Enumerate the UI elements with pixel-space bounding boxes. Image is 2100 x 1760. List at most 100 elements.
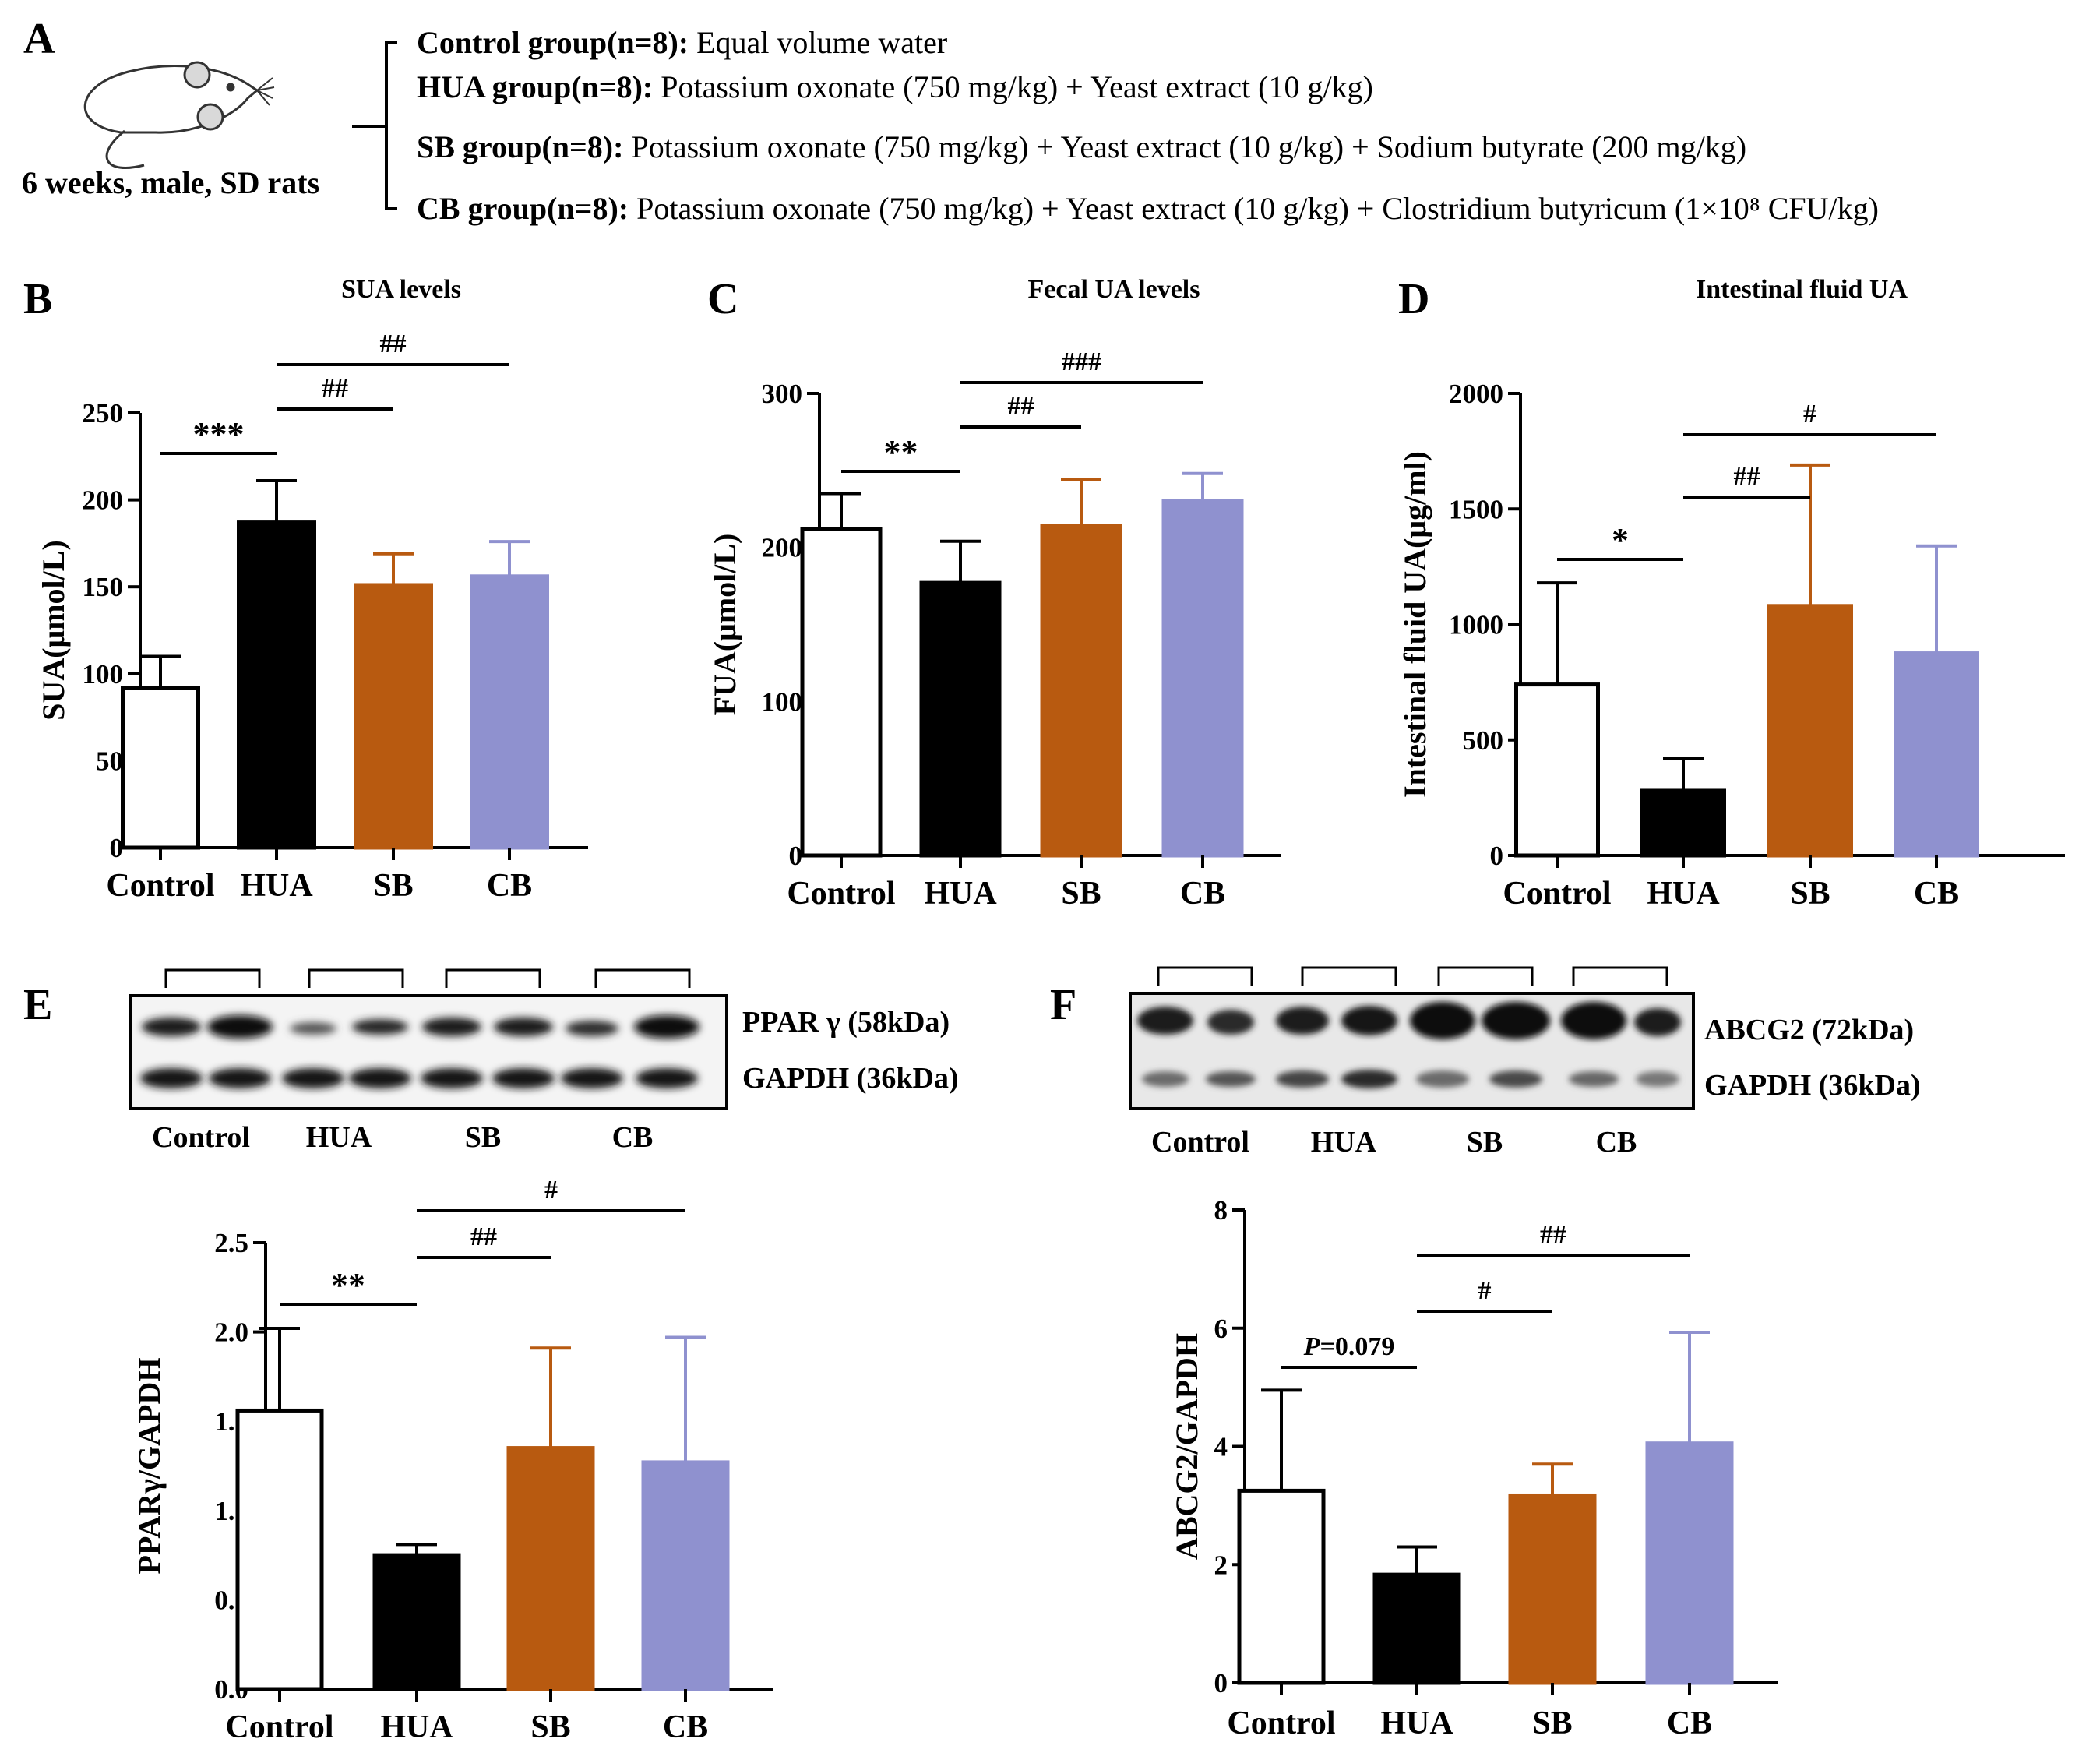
blot-lane-sb-e: SB <box>465 1121 501 1154</box>
design-group-3: CB group(n=8): Potassium oxonate (750 mg… <box>417 191 1879 226</box>
y-tick-label: 150 <box>83 572 124 602</box>
x-tick-label-cb: CB <box>1180 876 1225 912</box>
bar-hua <box>237 520 316 850</box>
y-tick-label: 4 <box>1214 1432 1228 1462</box>
design-group-1: HUA group(n=8): Potassium oxonate (750 m… <box>417 69 1373 104</box>
y-tick-label: 200 <box>762 533 803 563</box>
significance-label: ## <box>380 330 407 358</box>
significance-label: ## <box>1008 392 1034 421</box>
significance-label: ## <box>1540 1220 1566 1249</box>
significance-label: P=0.079 <box>1303 1332 1395 1361</box>
x-tick-label-hua: HUA <box>240 868 313 904</box>
bar-hua <box>1640 788 1726 858</box>
significance-label: ## <box>322 374 348 403</box>
y-tick-label: 100 <box>762 686 803 717</box>
chart-title: Fecal UA levels <box>1028 275 1200 304</box>
gapdh-bands-e <box>140 1068 698 1088</box>
ppar-bands <box>142 1015 699 1039</box>
panel-label-e: E <box>23 981 52 1029</box>
x-tick-label-hua: HUA <box>1380 1705 1453 1741</box>
x-tick-label-sb: SB <box>530 1709 570 1745</box>
design-group-name: Control group(n=8): <box>417 25 689 60</box>
y-tick-label: 0 <box>110 833 124 863</box>
y-tick-label: 100 <box>83 659 124 690</box>
panel-label-d: D <box>1398 275 1429 323</box>
bar-hua <box>1372 1572 1461 1685</box>
panel-label-a: A <box>23 15 55 63</box>
y-tick-label: 0 <box>1490 841 1504 871</box>
rat-caption: 6 weeks, male, SD rats <box>22 165 319 200</box>
x-tick-label-cb: CB <box>487 868 532 904</box>
x-tick-label-control: Control <box>106 868 214 904</box>
bar-sb <box>354 583 433 850</box>
blot-label-ppar: PPAR γ (58kDa) <box>742 1006 950 1039</box>
panel-f-blot: F ABCG2 (72kDa) G <box>1050 966 1921 1159</box>
panel-label-b: B <box>23 275 52 323</box>
design-group-treatment: Potassium oxonate (750 mg/kg) + Yeast ex… <box>623 129 1746 164</box>
blot-label-abcg2: ABCG2 (72kDa) <box>1704 1014 1914 1046</box>
significance-label: * <box>1612 521 1629 559</box>
gapdh-bands-f <box>1142 1070 1679 1088</box>
y-tick-label: 250 <box>83 398 124 429</box>
x-tick-label-control: Control <box>1503 876 1611 912</box>
bar-control <box>1514 682 1600 858</box>
x-tick-label-sb: SB <box>1790 876 1830 912</box>
y-tick-label: 50 <box>96 746 123 776</box>
panel-label-f: F <box>1050 981 1076 1029</box>
x-tick-label-sb: SB <box>1532 1705 1572 1741</box>
significance-label: ## <box>470 1222 497 1251</box>
chart-b: B SUA levels SUA(μmol/L) 0 50 100 150 200 250 Con… <box>23 275 588 904</box>
y-tick-label: 0 <box>1214 1668 1228 1698</box>
blot-lane-sb-f: SB <box>1467 1126 1503 1159</box>
x-tick-label-sb: SB <box>373 868 413 904</box>
rat-icon <box>83 61 275 169</box>
y-tick-label: 2.5 <box>214 1228 248 1258</box>
design-group-treatment: Potassium oxonate (750 mg/kg) + Yeast ex… <box>629 191 1879 226</box>
significance-label: # <box>1803 400 1816 429</box>
y-axis-label: Intestinal fluid UA(μg/ml) <box>1397 451 1432 798</box>
bar-cb <box>1161 499 1244 858</box>
significance-label: ** <box>331 1266 365 1304</box>
design-group-treatment: Equal volume water <box>689 25 947 60</box>
design-group-name: CB group(n=8): <box>417 191 629 226</box>
significance-label: # <box>1478 1276 1492 1305</box>
blot-label-gapdh-f: GAPDH (36kDa) <box>1704 1069 1921 1102</box>
y-tick-label: 500 <box>1463 725 1504 756</box>
x-tick-label-control: Control <box>1227 1705 1335 1741</box>
blot-lane-cb-f: CB <box>1596 1126 1637 1159</box>
bar-cb <box>470 574 549 850</box>
p-value: =0.079 <box>1320 1332 1394 1361</box>
bar-control <box>1237 1488 1326 1685</box>
design-group-0: Control group(n=8): Equal volume water <box>417 25 947 60</box>
x-tick-label-cb: CB <box>663 1709 708 1745</box>
significance-label: ** <box>884 433 918 471</box>
x-tick-label-cb: CB <box>1914 876 1959 912</box>
chart-title: Intestinal fluid UA <box>1696 275 1908 304</box>
blot-label-gapdh-e: GAPDH (36kDa) <box>742 1062 959 1095</box>
design-group-2: SB group(n=8): Potassium oxonate (750 mg… <box>417 129 1746 164</box>
design-group-name: HUA group(n=8): <box>417 69 653 104</box>
blot-membrane-e <box>129 994 728 1110</box>
y-tick-label: 0 <box>789 841 803 871</box>
bar-sb <box>1040 524 1122 858</box>
y-axis-label: PPARγ/GAPDH <box>132 1358 167 1575</box>
x-tick-label-cb: CB <box>1667 1705 1712 1741</box>
bar-cb <box>1645 1441 1734 1685</box>
y-axis-label: ABCG2/GAPDH <box>1169 1333 1204 1560</box>
charts-layer: B SUA levelsSUA(μmol/L)050100150200250Con… <box>23 275 2065 1745</box>
y-tick-label: 2.0 <box>214 1317 248 1348</box>
blot-lane-control-e: Control <box>152 1121 250 1154</box>
x-tick-label-hua: HUA <box>924 876 997 912</box>
y-tick-label: 6 <box>1214 1314 1228 1344</box>
y-tick-label: 1500 <box>1449 494 1503 524</box>
y-tick-label: 2000 <box>1449 379 1503 409</box>
design-group-name: SB group(n=8): <box>417 129 623 164</box>
chart-title: SUA levels <box>341 275 461 304</box>
p-symbol: P <box>1303 1332 1320 1361</box>
x-tick-label-hua: HUA <box>380 1709 453 1745</box>
significance-label: ### <box>1062 347 1101 376</box>
x-tick-label-control: Control <box>787 876 895 912</box>
panel-label-c: C <box>707 275 738 323</box>
bar-cb <box>1894 651 1979 858</box>
